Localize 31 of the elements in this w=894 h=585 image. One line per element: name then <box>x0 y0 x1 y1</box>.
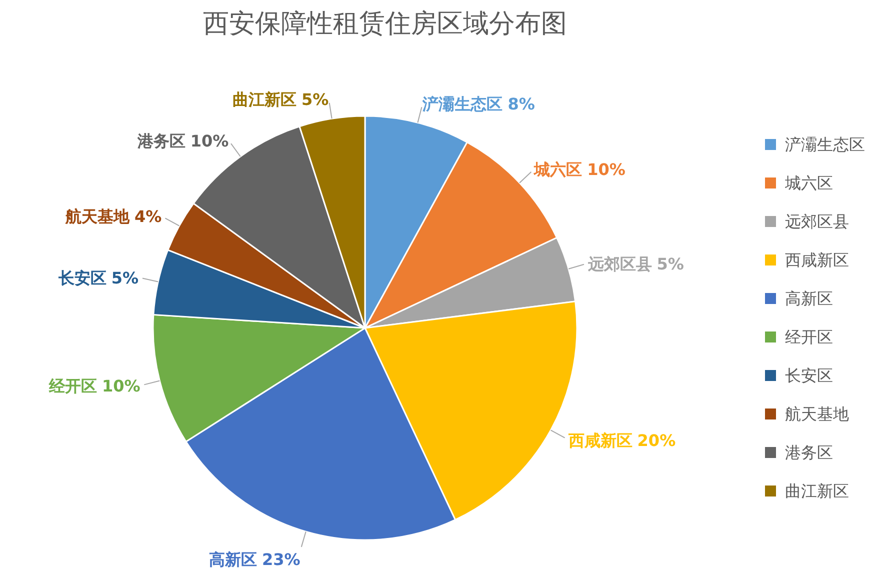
slice-label: 港务区 <box>136 131 186 150</box>
slice-label: 航天基地 <box>64 207 131 226</box>
data-label: 4% <box>134 207 162 226</box>
data-label: 5% <box>656 254 684 274</box>
legend-label: 高新区 <box>785 289 833 308</box>
data-label: 8% <box>508 94 535 114</box>
legend-label: 浐灞生态区 <box>785 135 865 154</box>
slice-label: 曲江新区 <box>232 90 297 109</box>
data-label: 10% <box>587 160 626 180</box>
legend-label: 港务区 <box>785 443 833 462</box>
slice-label: 西咸新区 <box>567 430 632 450</box>
data-label: 10% <box>102 376 140 396</box>
legend-label: 长安区 <box>785 366 833 385</box>
data-label: 23% <box>262 550 300 569</box>
slice-label: 远郊区县 <box>586 254 652 274</box>
slice-label: 高新区 <box>208 550 257 569</box>
legend-label: 曲江新区 <box>785 482 849 500</box>
slice-label: 浐灞生态区 <box>422 94 503 114</box>
slice-label: 经开区 <box>48 376 97 396</box>
data-label: 20% <box>637 430 676 450</box>
legend-label: 城六区 <box>784 174 833 192</box>
legend-label: 西咸新区 <box>785 250 849 270</box>
slice-label: 长安区 <box>57 268 106 288</box>
data-label: 5% <box>302 90 329 109</box>
data-label: 10% <box>190 131 229 150</box>
legend-label: 航天基地 <box>785 404 849 424</box>
legend-label: 经开区 <box>785 328 833 346</box>
slice-label: 城六区 <box>533 160 582 180</box>
chart-title: 西安保障性租赁住房区域分布图 <box>203 9 567 39</box>
legend-label: 远郊区县 <box>785 212 849 231</box>
data-label: 5% <box>111 268 139 288</box>
